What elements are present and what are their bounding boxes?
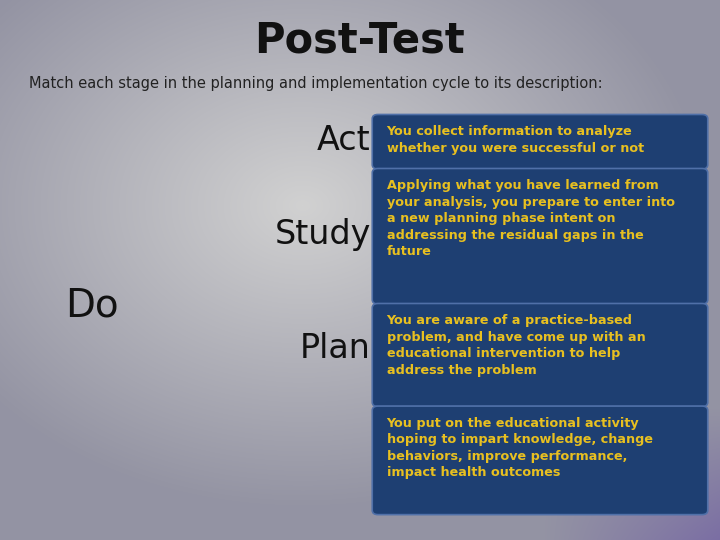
Text: Applying what you have learned from
your analysis, you prepare to enter into
a n: Applying what you have learned from your…: [387, 179, 675, 258]
Text: You collect information to analyze
whether you were successful or not: You collect information to analyze wheth…: [387, 125, 644, 155]
FancyBboxPatch shape: [372, 406, 708, 515]
Text: Post-Test: Post-Test: [255, 19, 465, 62]
FancyBboxPatch shape: [372, 168, 708, 304]
Text: You are aware of a practice-based
problem, and have come up with an
educational : You are aware of a practice-based proble…: [387, 314, 645, 377]
Text: Match each stage in the planning and implementation cycle to its description:: Match each stage in the planning and imp…: [29, 76, 603, 91]
Text: Plan: Plan: [300, 332, 371, 365]
FancyBboxPatch shape: [372, 114, 708, 169]
Text: Act: Act: [318, 124, 371, 157]
Text: Do: Do: [65, 286, 118, 324]
Text: You put on the educational activity
hoping to impart knowledge, change
behaviors: You put on the educational activity hopi…: [387, 417, 652, 480]
FancyBboxPatch shape: [372, 303, 708, 407]
Text: Study: Study: [274, 218, 371, 252]
